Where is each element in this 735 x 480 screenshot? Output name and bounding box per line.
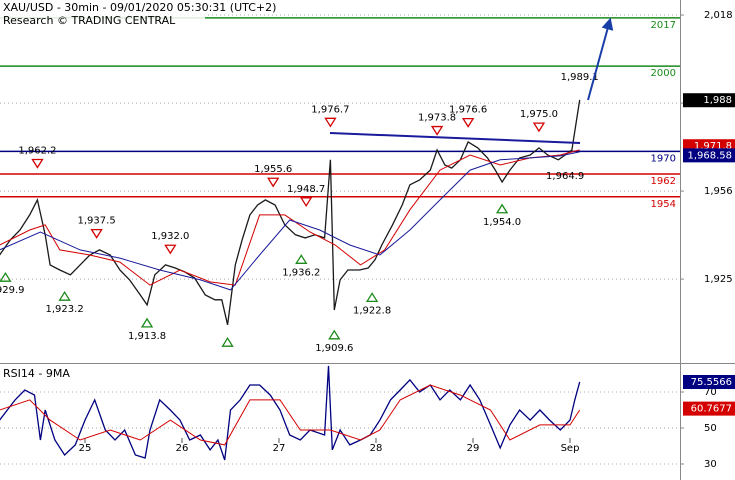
low-marker (58, 290, 71, 301)
marker-label: 1,975.0 (520, 109, 558, 120)
low-marker (328, 329, 341, 340)
y-tick-label: 1,925 (704, 274, 733, 285)
high-marker (461, 117, 475, 128)
forecast-arrow (587, 17, 614, 101)
marker-label: 1,932.0 (151, 231, 189, 242)
high-marker (266, 177, 280, 188)
high-marker (324, 117, 337, 128)
marker-label: 1,976.7 (311, 104, 349, 115)
trend-line (329, 132, 581, 144)
header-bg (0, 0, 205, 28)
last-value-box (683, 401, 735, 416)
high-marker (90, 228, 103, 239)
low-marker (221, 336, 234, 347)
level-label: 1954 (651, 199, 676, 210)
y-tick-label: 50 (704, 423, 717, 434)
high-marker (164, 244, 177, 255)
high-marker (299, 197, 313, 208)
series-line (0, 365, 581, 461)
series-line (0, 384, 581, 446)
rsi-panel: 70 50 30 25 26 27 28 29 Sep 75.5566 60.7677 (0, 365, 735, 470)
last-value-box (683, 93, 735, 108)
marker-label: 1,929.9 (0, 285, 25, 296)
low-marker (365, 292, 379, 302)
marker-label: 1,948.7 (287, 184, 325, 195)
marker-label: 1,954.0 (483, 217, 521, 228)
last-value-label: 1,971.8 (694, 141, 732, 152)
marker-label: 1,973.8 (418, 113, 456, 124)
chart-title: XAU/USD - 30min - 09/01/2020 05:30:31 (U… (3, 1, 276, 14)
series-line (0, 149, 580, 286)
last-value-label: 60.7677 (691, 404, 732, 415)
marker-label: 1,922.8 (353, 305, 391, 316)
chart-subtitle: Research © TRADING CENTRAL (3, 14, 176, 27)
x-tick-label: 26 (176, 443, 189, 454)
last-value-box (683, 374, 735, 389)
last-value-label: 1,968.58 (687, 150, 732, 161)
last-value-box (683, 148, 735, 163)
price-panel: 2,0181,9871,9561,92520172000197019621954… (0, 10, 735, 354)
last-value-label: 1,988 (703, 95, 732, 106)
series-line (0, 151, 580, 291)
marker-label: 1,976.6 (449, 105, 487, 116)
marker-label: 1,936.2 (282, 267, 320, 278)
x-tick-label: 27 (273, 443, 286, 454)
low-marker (0, 271, 12, 282)
low-marker (295, 254, 308, 264)
marker-label: 1,923.2 (46, 304, 84, 315)
y-tick-label: 30 (704, 459, 717, 470)
x-tick-label: 28 (370, 443, 383, 454)
level-label: 1970 (651, 153, 676, 164)
high-marker (31, 158, 44, 169)
x-tick-label: 25 (79, 443, 92, 454)
marker-label: 1,913.8 (128, 331, 166, 342)
marker-label: 1,962.2 (18, 145, 56, 156)
marker-label: 1,989.1 (561, 72, 599, 83)
rsi-title: RSI14 - 9MA (3, 367, 70, 380)
low-marker (495, 203, 509, 214)
x-tick-label: Sep (561, 443, 580, 454)
series-line (0, 99, 581, 325)
y-tick-label: 2,018 (704, 10, 733, 21)
marker-label: 1,909.6 (315, 343, 353, 354)
high-marker (430, 125, 444, 136)
marker-label: 1,937.5 (78, 216, 116, 227)
low-marker (140, 317, 154, 328)
marker-label: 1,955.6 (254, 164, 292, 175)
level-label: 1962 (651, 176, 676, 187)
high-marker (532, 122, 546, 133)
y-tick-label: 70 (704, 387, 717, 398)
y-tick-label: 1,956 (704, 186, 733, 197)
level-label: 2000 (651, 68, 676, 79)
last-value-label: 75.5566 (691, 377, 732, 388)
level-label: 2017 (651, 20, 676, 31)
x-tick-label: 29 (467, 443, 480, 454)
marker-label: 1,964.9 (546, 171, 584, 182)
